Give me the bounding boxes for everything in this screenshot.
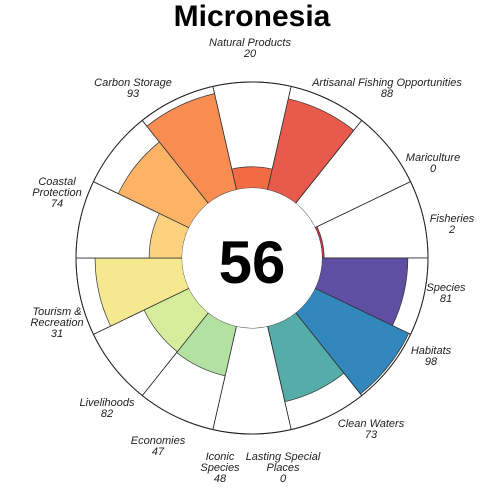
petal-label: Clean Waters 73 [338,418,405,441]
petal-label: Carbon Storage 93 [94,77,172,100]
chart-title: Micronesia [174,0,331,33]
petal-label: Mariculture 0 [406,152,460,175]
petal-label: Natural Products 20 [209,37,291,60]
petal-label: Fisheries 2 [430,213,475,236]
petal-label: Artisanal Fishing Opportunities 88 [311,77,462,100]
petal-label: Livelihoods 82 [79,397,135,420]
petal-label: Habitats 98 [411,345,452,368]
petal-label: Tourism & Recreation 31 [30,306,83,340]
petal-label: Lasting Special Places 0 [246,451,321,485]
petal-label: Economies 47 [131,435,186,458]
petal-label: Species 81 [426,282,466,305]
petal-label: Coastal Protection 74 [32,176,82,210]
overall-score: 56 [219,229,286,296]
petal-bar [232,167,273,190]
petal-label: Iconic Species 48 [200,451,240,485]
